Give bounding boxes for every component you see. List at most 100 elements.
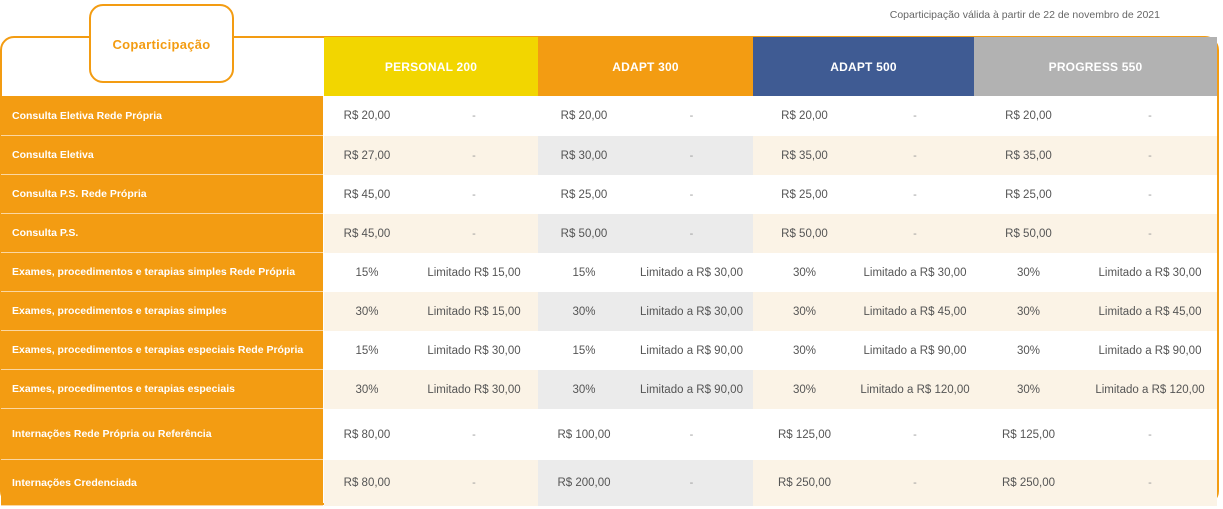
row-label: Exames, procedimentos e terapias simples… [1,253,323,292]
value-cell: R$ 100,00 [538,409,630,460]
row-label: Exames, procedimentos e terapias especia… [1,370,323,409]
value-cell: 30% [753,292,856,331]
limit-cell: - [856,175,974,214]
value-cell: 30% [324,292,410,331]
row-label: Consulta Eletiva [1,136,323,175]
limit-cell: - [856,460,974,506]
limit-cell: Limitado a R$ 45,00 [856,292,974,331]
value-cell: 30% [538,370,630,409]
limit-cell: - [630,460,753,506]
limit-cell: - [630,409,753,460]
table-row: Internações Rede Própria ou Referência R$… [0,409,1217,460]
validity-note: Coparticipação válida à partir de 22 de … [889,9,1160,21]
value-cell: R$ 20,00 [538,96,630,136]
limit-cell: - [410,136,538,175]
value-cell: 15% [538,253,630,292]
value-cell: R$ 125,00 [753,409,856,460]
value-cell: 30% [753,253,856,292]
row-label: Exames, procedimentos e terapias simples [1,292,323,331]
value-cell: R$ 250,00 [753,460,856,506]
limit-cell: Limitado R$ 15,00 [410,292,538,331]
value-cell: R$ 200,00 [538,460,630,506]
table-row: Exames, procedimentos e terapias simples… [0,253,1217,292]
limit-cell: Limitado a R$ 120,00 [856,370,974,409]
value-cell: R$ 250,00 [974,460,1083,506]
value-cell: R$ 25,00 [974,175,1083,214]
limit-cell: - [856,409,974,460]
limit-cell: - [1083,409,1217,460]
value-cell: R$ 50,00 [974,214,1083,253]
table-row: Exames, procedimentos e terapias especia… [0,331,1217,370]
value-cell: R$ 125,00 [974,409,1083,460]
plan-header-adapt-300: ADAPT 300 [538,37,753,96]
limit-cell: - [410,96,538,136]
limit-cell: - [630,136,753,175]
limit-cell: - [1083,136,1217,175]
value-cell: R$ 45,00 [324,175,410,214]
table-row: Internações Credenciada R$ 80,00- R$ 200,0… [0,460,1217,506]
limit-cell: Limitado R$ 30,00 [410,331,538,370]
value-cell: 30% [974,253,1083,292]
value-cell: R$ 50,00 [753,214,856,253]
limit-cell: Limitado a R$ 30,00 [1083,253,1217,292]
row-label: Internações Rede Própria ou Referência [1,409,323,460]
table-row: Consulta Eletiva R$ 27,00- R$ 30,00- R$ 35,… [0,136,1217,175]
limit-cell: Limitado a R$ 90,00 [630,370,753,409]
row-label: Exames, procedimentos e terapias especia… [1,331,323,370]
value-cell: 15% [324,331,410,370]
plan-header-adapt-500: ADAPT 500 [753,37,974,96]
value-cell: R$ 35,00 [753,136,856,175]
value-cell: 30% [753,370,856,409]
value-cell: R$ 30,00 [538,136,630,175]
row-label: Consulta Eletiva Rede Própria [1,96,323,136]
limit-cell: - [410,460,538,506]
limit-cell: - [410,175,538,214]
limit-cell: Limitado a R$ 90,00 [630,331,753,370]
limit-cell: - [856,96,974,136]
value-cell: 15% [538,331,630,370]
limit-cell: Limitado a R$ 30,00 [630,292,753,331]
limit-cell: Limitado a R$ 90,00 [1083,331,1217,370]
value-cell: R$ 20,00 [753,96,856,136]
limit-cell: - [856,136,974,175]
value-cell: R$ 80,00 [324,409,410,460]
limit-cell: - [1083,460,1217,506]
value-cell: R$ 50,00 [538,214,630,253]
limit-cell: - [630,96,753,136]
value-cell: 30% [538,292,630,331]
limit-cell: - [1083,214,1217,253]
title-tab: Coparticipação [89,4,234,83]
table-row: Consulta P.S. R$ 45,00- R$ 50,00- R$ 50,00-… [0,214,1217,253]
limit-cell: Limitado a R$ 30,00 [856,253,974,292]
row-label: Consulta P.S. [1,214,323,253]
table-row: Consulta P.S. Rede Própria R$ 45,00- R$ 25… [0,175,1217,214]
limit-cell: Limitado a R$ 120,00 [1083,370,1217,409]
table-row: Consulta Eletiva Rede Própria R$ 20,00- R$… [0,96,1217,136]
table-row: Exames, procedimentos e terapias simples… [0,292,1217,331]
row-label: Internações Credenciada [1,460,323,506]
limit-cell: - [410,214,538,253]
value-cell: R$ 35,00 [974,136,1083,175]
page-title: Coparticipação [112,37,211,52]
limit-cell: - [1083,96,1217,136]
table-row: Exames, procedimentos e terapias especia… [0,370,1217,409]
value-cell: R$ 27,00 [324,136,410,175]
value-cell: 30% [974,292,1083,331]
limit-cell: - [1083,175,1217,214]
limit-cell: Limitado R$ 30,00 [410,370,538,409]
row-label: Consulta P.S. Rede Própria [1,175,323,214]
limit-cell: Limitado a R$ 45,00 [1083,292,1217,331]
value-cell: R$ 25,00 [753,175,856,214]
value-cell: 30% [753,331,856,370]
value-cell: R$ 80,00 [324,460,410,506]
plan-header-personal-200: PERSONAL 200 [324,37,538,96]
limit-cell: Limitado a R$ 30,00 [630,253,753,292]
value-cell: R$ 45,00 [324,214,410,253]
plan-header-progress-550: PROGRESS 550 [974,37,1217,96]
limit-cell: - [630,175,753,214]
value-cell: 30% [974,370,1083,409]
limit-cell: - [630,214,753,253]
limit-cell: Limitado a R$ 90,00 [856,331,974,370]
value-cell: 30% [974,331,1083,370]
limit-cell: - [410,409,538,460]
